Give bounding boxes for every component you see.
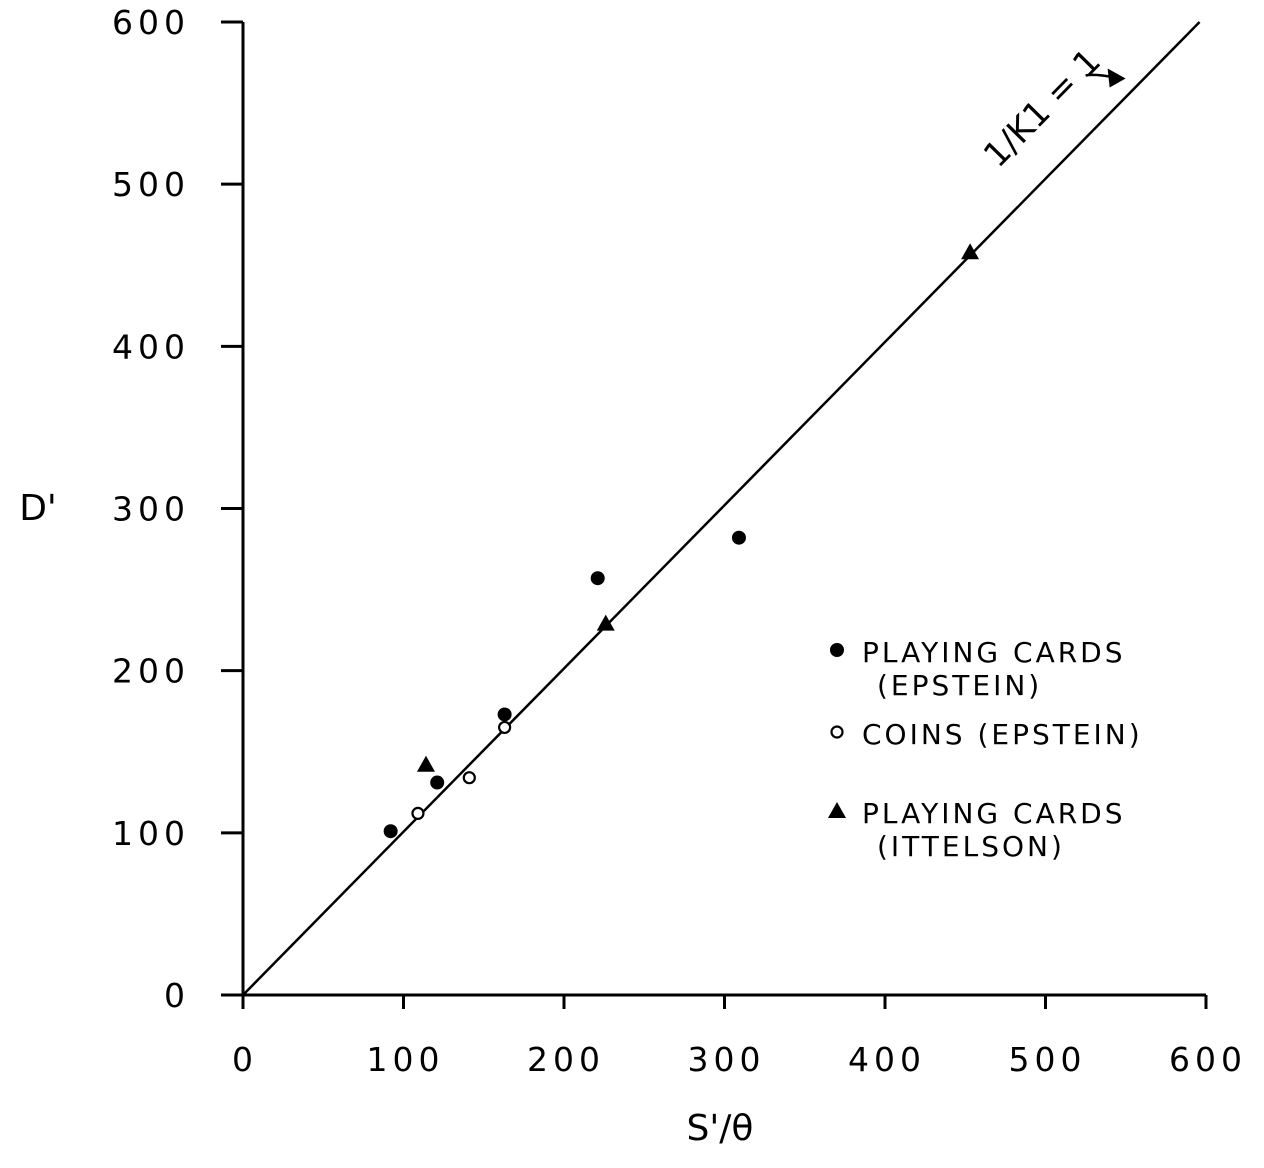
legend-label: PLAYING CARDS <box>862 636 1126 669</box>
legend-marker <box>830 643 844 657</box>
y-tick-label: 500 <box>112 165 190 204</box>
data-point <box>590 571 605 586</box>
reference-line-annotation: 1/K1 = 1 <box>976 41 1126 175</box>
legend-item: PLAYING CARDS(ITTELSON) <box>828 797 1126 863</box>
x-tick-label: 500 <box>1009 1040 1087 1079</box>
data-point <box>731 530 746 545</box>
x-axis-ticks: 0 100 200 300 400 500 600 <box>232 995 1247 1079</box>
arrowhead-icon <box>1107 68 1126 88</box>
series-3 <box>416 243 980 772</box>
legend-label: (ITTELSON) <box>877 830 1065 863</box>
data-point <box>383 824 398 839</box>
legend-label: COINS (EPSTEIN) <box>862 718 1143 751</box>
data-point <box>961 243 980 260</box>
y-tick-label: 100 <box>112 814 190 853</box>
data-point <box>416 755 435 772</box>
x-tick-label: 400 <box>848 1040 926 1079</box>
legend-item: PLAYING CARDS(EPSTEIN) <box>830 636 1126 702</box>
data-point <box>596 614 615 631</box>
data-point <box>430 775 445 790</box>
x-axis-label: S'/θ <box>687 1108 754 1149</box>
x-tick-label: 200 <box>527 1040 605 1079</box>
x-tick-label: 0 <box>232 1040 258 1079</box>
data-point <box>497 707 512 722</box>
x-tick-label: 100 <box>367 1040 445 1079</box>
legend-marker <box>828 802 846 818</box>
reference-line-label: 1/K1 = 1 <box>976 41 1109 175</box>
legend: PLAYING CARDS(EPSTEIN)COINS (EPSTEIN)PLA… <box>828 636 1143 863</box>
y-axis-label: D' <box>19 488 57 529</box>
y-tick-label: 400 <box>112 327 190 366</box>
y-tick-label: 600 <box>112 3 190 42</box>
y-axis-ticks: 0 100 200 300 400 500 600 <box>112 3 243 1015</box>
legend-marker <box>830 725 844 739</box>
data-point <box>462 771 476 785</box>
series-2 <box>411 720 512 820</box>
reference-line <box>242 21 1201 996</box>
series-1 <box>383 530 746 839</box>
y-tick-label: 300 <box>112 490 190 529</box>
data-points <box>383 243 980 839</box>
data-point <box>411 806 425 820</box>
legend-label: PLAYING CARDS <box>862 797 1126 830</box>
legend-label: (EPSTEIN) <box>877 669 1042 702</box>
y-tick-label: 200 <box>112 652 190 691</box>
legend-item: COINS (EPSTEIN) <box>830 718 1143 751</box>
x-tick-label: 300 <box>688 1040 766 1079</box>
x-tick-label: 600 <box>1169 1040 1247 1079</box>
data-point <box>498 720 512 735</box>
y-tick-label: 0 <box>164 976 190 1015</box>
